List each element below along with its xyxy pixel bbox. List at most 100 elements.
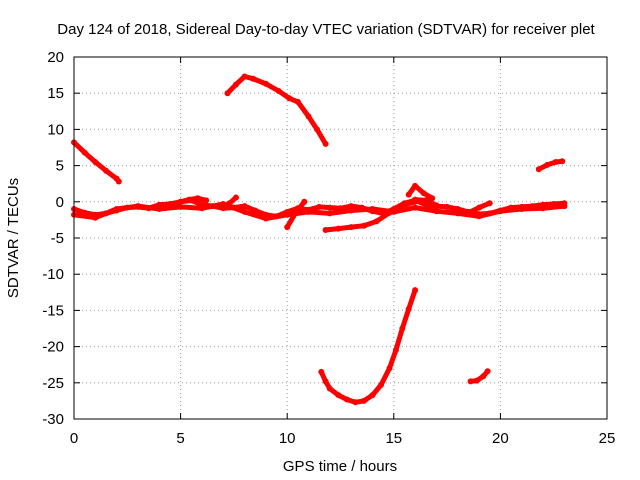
data-point bbox=[454, 206, 461, 212]
data-point bbox=[369, 392, 376, 399]
x-tick-label: 0 bbox=[70, 430, 78, 447]
data-point bbox=[186, 196, 193, 203]
data-point bbox=[233, 194, 239, 201]
data-point bbox=[480, 373, 487, 380]
series-line-arc-4 bbox=[406, 183, 435, 201]
series-line-arc-13 bbox=[402, 197, 439, 208]
data-point bbox=[314, 126, 320, 133]
data-point bbox=[465, 209, 472, 216]
x-tick-label: 20 bbox=[492, 430, 509, 447]
y-tick-label: -10 bbox=[42, 266, 64, 283]
data-point bbox=[198, 205, 205, 212]
data-point bbox=[399, 325, 406, 332]
data-point bbox=[559, 158, 566, 165]
data-point bbox=[540, 205, 546, 212]
data-point bbox=[386, 209, 393, 216]
x-axis-label: GPS time / hours bbox=[283, 458, 397, 475]
y-tick-label: -20 bbox=[42, 339, 64, 356]
data-point bbox=[386, 365, 393, 372]
data-point bbox=[301, 198, 308, 205]
data-point bbox=[335, 225, 342, 232]
data-point bbox=[454, 210, 461, 217]
data-point bbox=[156, 206, 163, 212]
data-point bbox=[361, 397, 367, 404]
data-point bbox=[322, 378, 329, 385]
data-point bbox=[326, 204, 333, 211]
data-point bbox=[544, 161, 551, 168]
chart-title: Day 124 of 2018, Sidereal Day-to-day VTE… bbox=[57, 21, 595, 38]
data-point bbox=[322, 140, 329, 147]
data-point bbox=[561, 203, 568, 210]
data-point bbox=[233, 81, 239, 88]
plot-frame bbox=[73, 56, 608, 420]
data-point bbox=[305, 113, 312, 120]
data-point bbox=[369, 206, 376, 212]
data-point bbox=[422, 197, 429, 204]
data-point bbox=[335, 392, 342, 399]
data-point bbox=[352, 399, 359, 406]
data-point bbox=[497, 208, 504, 215]
series-layer bbox=[71, 73, 568, 406]
data-point bbox=[467, 378, 474, 385]
series-line-arc-5 bbox=[318, 287, 418, 405]
data-point bbox=[348, 203, 355, 210]
data-point bbox=[476, 213, 483, 220]
data-point bbox=[412, 204, 419, 211]
data-point bbox=[135, 203, 141, 210]
y-tick-label: -5 bbox=[51, 230, 64, 247]
data-point bbox=[318, 368, 325, 375]
data-point bbox=[535, 166, 542, 173]
series-line-arc-2 bbox=[225, 74, 329, 147]
data-point bbox=[275, 88, 282, 94]
data-point bbox=[473, 377, 480, 384]
data-point bbox=[194, 195, 201, 202]
data-point bbox=[348, 224, 355, 231]
series-line-arc-8 bbox=[71, 201, 567, 221]
data-point bbox=[284, 211, 291, 218]
x-tick-label: 15 bbox=[385, 430, 402, 447]
data-point bbox=[322, 227, 329, 233]
data-point bbox=[177, 198, 184, 205]
data-point bbox=[378, 382, 384, 388]
x-tick-label: 25 bbox=[599, 430, 616, 447]
data-point bbox=[252, 207, 259, 214]
y-tick-label: -25 bbox=[42, 375, 64, 392]
data-point bbox=[305, 208, 312, 215]
data-point bbox=[156, 201, 163, 208]
data-point bbox=[226, 200, 233, 207]
data-point bbox=[262, 80, 269, 87]
data-point bbox=[552, 159, 559, 165]
data-point bbox=[476, 204, 483, 211]
series-line-arc-9 bbox=[178, 195, 209, 205]
data-point bbox=[348, 207, 355, 214]
data-point bbox=[361, 222, 367, 229]
data-point bbox=[220, 204, 227, 211]
data-point bbox=[224, 90, 231, 97]
y-tick-label: 10 bbox=[47, 121, 64, 138]
y-tick-label: 15 bbox=[47, 85, 64, 102]
data-point bbox=[373, 218, 380, 225]
data-point bbox=[392, 347, 399, 354]
data-point bbox=[250, 75, 257, 82]
data-point bbox=[343, 396, 350, 403]
data-point bbox=[115, 178, 122, 185]
grid-layer bbox=[74, 57, 607, 419]
data-point bbox=[113, 206, 120, 212]
data-point bbox=[103, 167, 109, 174]
y-tick-label: -30 bbox=[42, 411, 64, 428]
data-point bbox=[326, 210, 333, 217]
data-point bbox=[405, 191, 412, 198]
data-point bbox=[326, 385, 333, 392]
data-point bbox=[203, 197, 210, 204]
data-point bbox=[241, 208, 248, 215]
data-point bbox=[81, 149, 88, 156]
data-point bbox=[177, 203, 184, 210]
data-point bbox=[241, 73, 248, 80]
x-tick-label: 5 bbox=[176, 430, 184, 447]
data-point bbox=[518, 206, 525, 212]
data-point bbox=[401, 202, 408, 209]
data-point bbox=[92, 159, 99, 165]
data-point bbox=[241, 203, 248, 210]
